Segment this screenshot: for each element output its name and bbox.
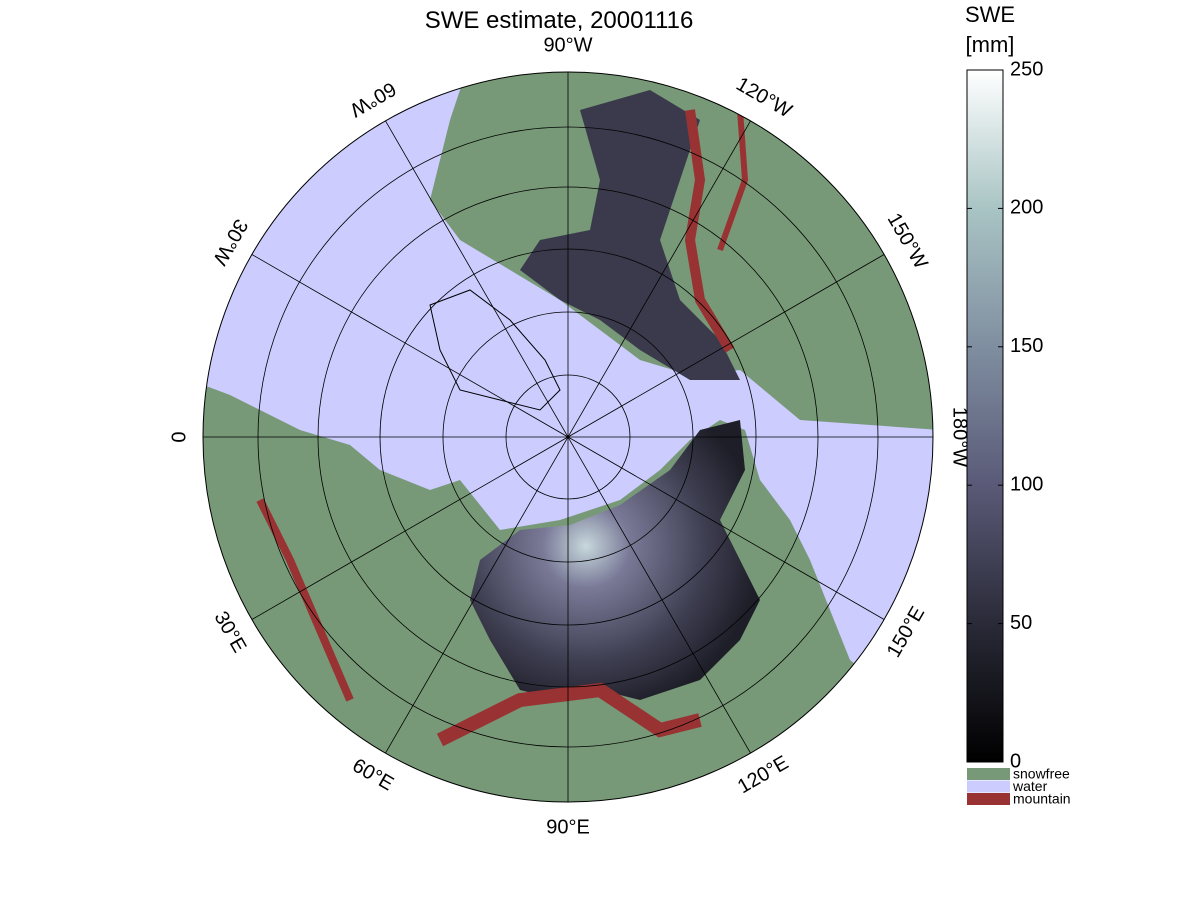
colorbar-tick-label: 250 (1010, 58, 1043, 80)
longitude-label: 30°E (210, 608, 251, 657)
longitude-label: 30°W (208, 215, 252, 269)
longitude-label: 0 (167, 431, 189, 442)
longitude-label: 90°E (546, 816, 590, 838)
meridians (203, 72, 933, 802)
colorbar-label: [mm] (966, 32, 1015, 57)
longitude-label: 120°E (734, 752, 792, 798)
legend-label: snowfree (1013, 766, 1070, 782)
mountain-europe (256, 498, 354, 702)
mountain-west2 (717, 109, 749, 252)
north-america-snow (520, 90, 740, 380)
legend-label: mountain (1013, 791, 1071, 807)
greenland-outline (429, 289, 561, 411)
colorbar-axis: 0 50 100 150 200 250 (967, 58, 1043, 772)
legend-swatch (967, 780, 1010, 793)
map-border (202, 71, 934, 803)
colorbar (966, 69, 1004, 763)
longitude-label: 180°W (949, 407, 971, 467)
colorbar-label: SWE (965, 2, 1015, 27)
meridian (251, 254, 885, 620)
legend-swatch (967, 768, 1010, 780)
legend-swatch (967, 793, 1010, 805)
legend-label: water (1012, 778, 1048, 794)
colorbar-tick-label: 0 (1010, 750, 1021, 772)
map-title: SWE estimate, 20001116 (425, 7, 694, 34)
longitude-label: 150°E (883, 603, 929, 661)
longitude-label: 60°E (348, 755, 397, 796)
longitude-label: 120°W (732, 73, 795, 122)
colorbar-tick-label: 150 (1010, 335, 1043, 357)
polar-map (203, 72, 933, 802)
colorbar-tick-label: 100 (1010, 473, 1043, 495)
eurasia-snow (470, 420, 760, 700)
mountain-west (684, 109, 735, 353)
colorbar-tick-label: 200 (1010, 197, 1043, 219)
mountain-asia (436, 682, 702, 747)
longitude-label: 150°W (883, 210, 932, 273)
colorbar-tick-label: 50 (1010, 612, 1032, 634)
longitude-label: 90°W (543, 34, 592, 56)
longitude-label: 60°W (346, 77, 400, 121)
